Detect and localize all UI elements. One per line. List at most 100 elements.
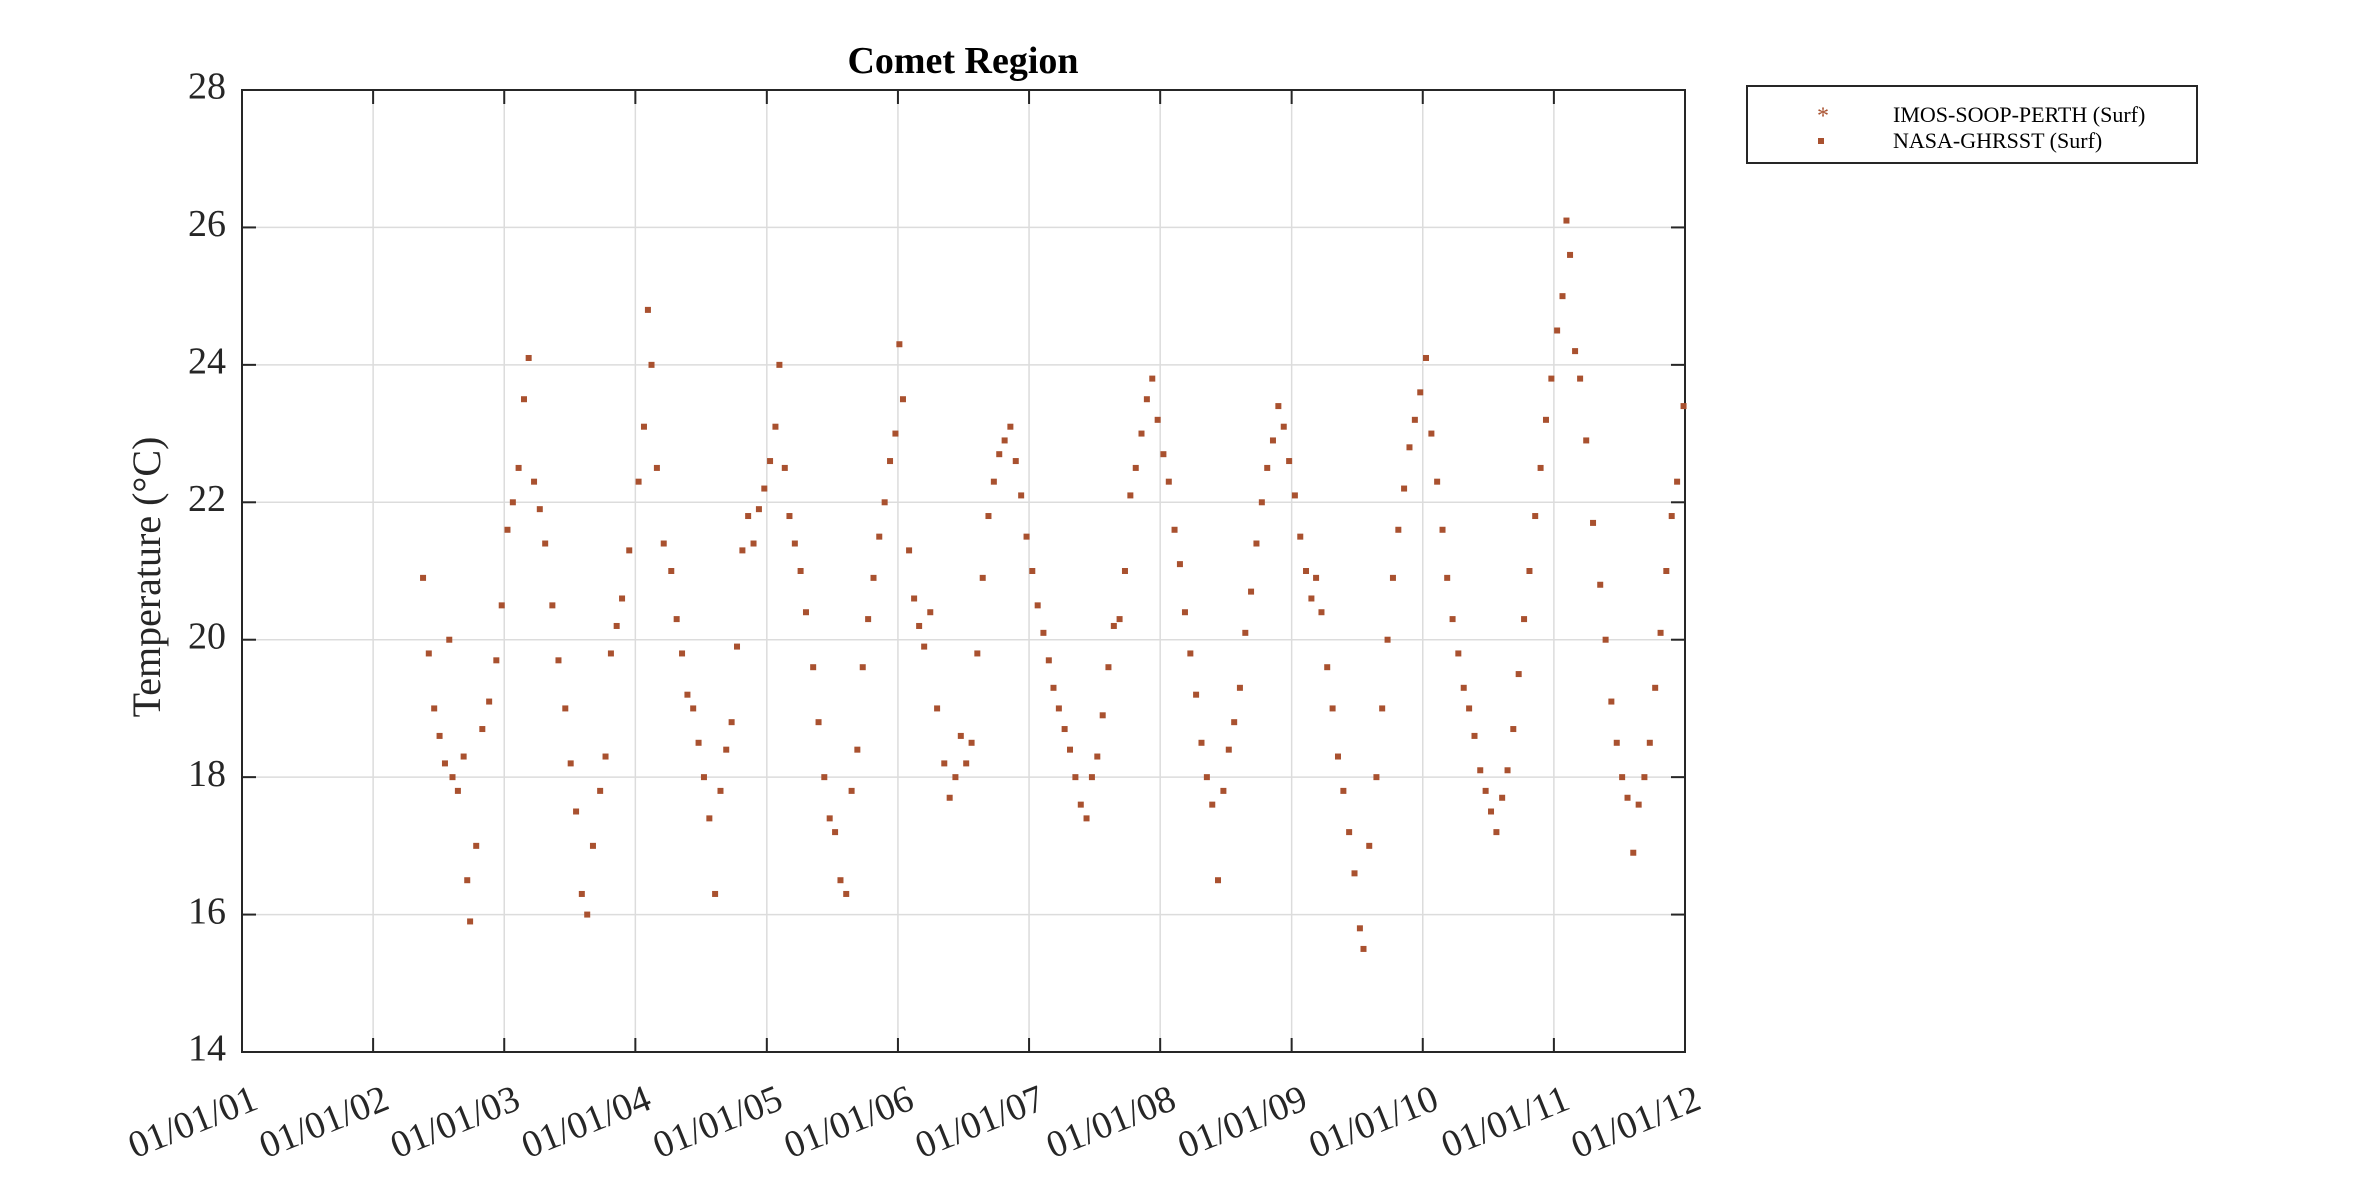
data-point: [832, 829, 839, 836]
data-point: [934, 705, 941, 712]
data-point: [815, 719, 822, 726]
y-tick-label: 16: [188, 890, 226, 932]
data-point: [1291, 492, 1298, 499]
data-point: [473, 842, 480, 849]
y-tick-label: 28: [188, 66, 226, 108]
data-point: [1127, 492, 1134, 499]
y-axis-tick-labels: 14 16 18 20 22 24 26 28: [188, 66, 226, 1070]
y-tick-label: 24: [188, 341, 226, 383]
data-point: [786, 513, 793, 520]
data-point: [1187, 650, 1194, 657]
data-point: [1242, 629, 1249, 636]
data-point: [1324, 664, 1331, 671]
data-point: [1318, 609, 1325, 616]
data-point: [1567, 251, 1574, 258]
data-point: [525, 354, 532, 361]
data-point: [1220, 787, 1227, 794]
data-point: [946, 794, 953, 801]
data-point: [745, 513, 752, 520]
data-point: [1346, 829, 1353, 836]
data-point: [1537, 464, 1544, 471]
data-point: [589, 842, 596, 849]
data-point: [700, 774, 707, 781]
data-point: [968, 739, 975, 746]
data-point: [1236, 684, 1243, 691]
data-point: [1663, 568, 1670, 574]
plot-area-frame: [241, 89, 1686, 1053]
data-point: [1635, 801, 1642, 808]
data-point: [712, 890, 719, 897]
data-point: [684, 691, 691, 698]
data-point: [1072, 774, 1079, 781]
data-point: [1384, 636, 1391, 643]
data-point: [1423, 354, 1429, 361]
data-point: [1646, 739, 1653, 746]
data-point: [1181, 609, 1188, 616]
data-point: [1023, 533, 1030, 540]
data-point: [1532, 513, 1539, 520]
data-point: [1308, 595, 1315, 602]
data-point: [1329, 705, 1336, 712]
data-point: [1001, 437, 1008, 444]
data-point: [916, 622, 923, 629]
data-point: [1149, 375, 1156, 382]
data-point: [776, 361, 783, 368]
data-point: [1590, 519, 1597, 526]
data-point: [467, 918, 474, 925]
data-point: [1477, 767, 1484, 774]
data-point: [1099, 712, 1106, 719]
data-point: [479, 726, 486, 733]
legend-box: [1746, 85, 2198, 164]
data-point: [1515, 671, 1522, 678]
data-point: [555, 657, 562, 664]
data-point: [1110, 622, 1117, 629]
data-point: [723, 746, 730, 753]
data-point: [837, 877, 844, 884]
data-point: [1248, 588, 1255, 595]
data-point: [619, 595, 626, 602]
data-point: [1619, 774, 1626, 781]
data-point: [567, 760, 574, 767]
data-point: [826, 815, 833, 822]
data-point: [1572, 348, 1579, 355]
data-point: [848, 787, 855, 794]
data-point: [542, 540, 549, 547]
data-point: [1040, 629, 1047, 636]
data-point: [1198, 739, 1205, 746]
data-point: [843, 890, 850, 897]
data-point: [911, 595, 918, 602]
data-point: [613, 622, 620, 629]
data-point: [1563, 217, 1570, 224]
data-point: [436, 732, 443, 739]
data-point: [1077, 801, 1084, 808]
data-point: [1275, 403, 1282, 410]
data-point: [1449, 616, 1456, 623]
data-point: [1313, 574, 1320, 581]
data-point: [767, 458, 774, 465]
data-point: [892, 430, 899, 437]
data-point: [1668, 513, 1675, 520]
data-point: [635, 478, 642, 485]
data-point: [520, 396, 527, 403]
data-point: [695, 739, 702, 746]
legend: * IMOS-SOOP-PERTH (Surf) NASA-GHRSST (Su…: [1746, 85, 2198, 164]
data-point: [549, 602, 556, 609]
data-point: [1007, 423, 1014, 430]
data-point: [1608, 698, 1615, 705]
data-point: [1680, 403, 1687, 410]
data-point: [859, 664, 866, 671]
data-point: [1034, 602, 1041, 609]
legend-marker-asterisk: *: [1817, 104, 1829, 130]
data-point: [460, 753, 467, 760]
data-point: [979, 574, 986, 581]
data-point: [1351, 870, 1358, 877]
data-point: [1253, 540, 1260, 547]
data-point: [449, 774, 456, 781]
data-point: [1154, 416, 1161, 423]
data-point: [626, 547, 633, 554]
data-point: [1577, 375, 1584, 382]
data-point: [887, 458, 894, 465]
data-points: [420, 217, 1687, 952]
data-point: [1439, 526, 1446, 533]
data-point: [1510, 726, 1517, 733]
